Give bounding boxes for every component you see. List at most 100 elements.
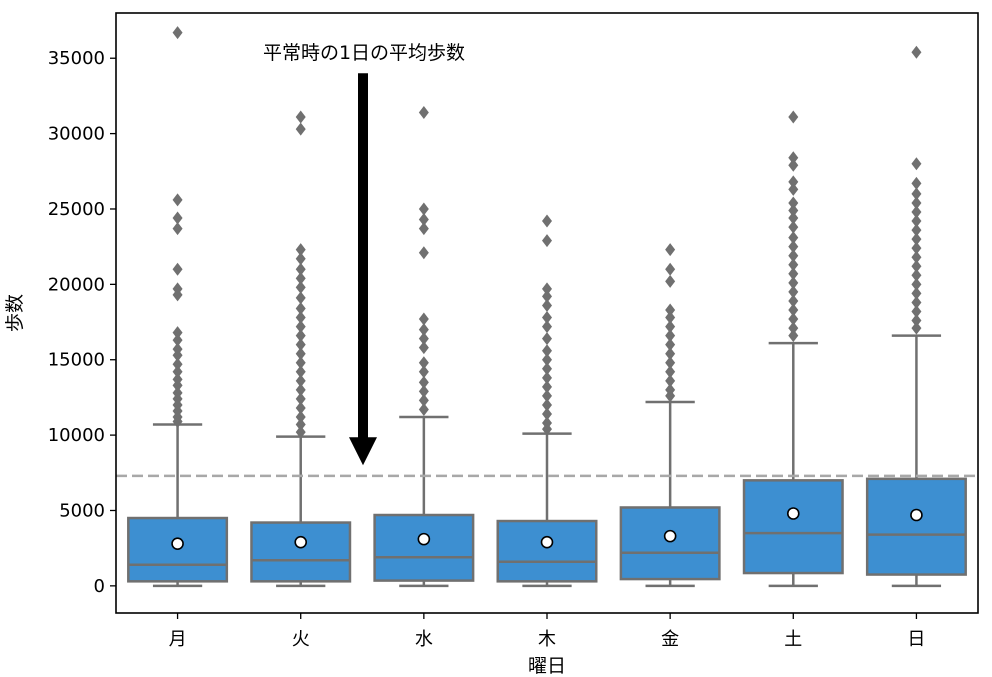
- plot-area: [116, 26, 978, 588]
- outlier-point: [172, 262, 183, 276]
- outlier-point: [542, 320, 552, 334]
- outlier-point: [172, 415, 183, 429]
- x-tick-label: 水: [415, 629, 433, 650]
- outlier-point: [665, 243, 676, 257]
- x-axis-label: 曜日: [528, 655, 566, 677]
- x-tick-label: 木: [538, 629, 556, 650]
- outlier-point: [295, 374, 306, 388]
- x-tick-label: 火: [292, 629, 310, 650]
- outlier-point: [295, 401, 306, 415]
- outlier-point: [295, 329, 306, 343]
- outlier-point: [542, 371, 552, 385]
- outlier-point: [542, 380, 552, 394]
- outlier-point: [665, 329, 676, 343]
- outlier-point: [418, 365, 429, 379]
- outlier-point: [788, 211, 799, 225]
- outlier-point: [542, 398, 552, 412]
- outlier-point: [295, 122, 306, 136]
- outlier-point: [542, 353, 552, 367]
- outlier-point: [665, 347, 676, 361]
- outlier-point: [172, 26, 183, 40]
- x-tick-label: 土: [784, 629, 802, 650]
- outlier-point: [295, 392, 306, 406]
- y-axis: 0 5000 10000 15000 20000 25000 30000 35000: [48, 48, 116, 597]
- outlier-point: [418, 375, 429, 389]
- outlier-point: [911, 187, 922, 201]
- outlier-point: [788, 231, 799, 245]
- outlier-point: [542, 234, 552, 248]
- box-iqr: [865, 477, 967, 576]
- outlier-point: [172, 348, 183, 362]
- outlier-point: [911, 268, 922, 282]
- outlier-point: [911, 277, 922, 291]
- outlier-point: [665, 262, 676, 276]
- mean-marker: [540, 535, 554, 549]
- outlier-point: [172, 365, 183, 379]
- outlier-point: [788, 303, 799, 317]
- outlier-point: [295, 262, 306, 276]
- outlier-point: [911, 250, 922, 264]
- box-iqr: [373, 513, 475, 582]
- outlier-point: [418, 246, 429, 260]
- outlier-point: [418, 213, 429, 227]
- y-tick-label: 25000: [48, 199, 105, 220]
- outlier-point: [911, 286, 922, 300]
- mean-marker: [910, 508, 923, 522]
- outlier-point: [542, 311, 552, 325]
- outlier-point: [911, 232, 922, 246]
- y-tick-label: 15000: [48, 350, 105, 371]
- outlier-point: [911, 304, 922, 318]
- outlier-point: [665, 320, 676, 334]
- outlier-point: [911, 223, 922, 237]
- x-axis: 月火水木金土日: [169, 613, 925, 650]
- x-tick-label: 日: [907, 629, 925, 650]
- outlier-point: [295, 347, 306, 361]
- y-tick-label: 5000: [59, 500, 105, 521]
- outlier-point: [788, 285, 799, 299]
- outlier-point: [295, 365, 306, 379]
- y-tick-label: 0: [94, 576, 105, 597]
- outlier-point: [542, 282, 552, 296]
- y-tick-label: 35000: [48, 48, 105, 69]
- outlier-point: [911, 214, 922, 228]
- outlier-point: [295, 271, 306, 285]
- outlier-point: [295, 356, 306, 370]
- outlier-point: [788, 276, 799, 290]
- outlier-point: [665, 374, 676, 388]
- outlier-point: [665, 311, 676, 325]
- outlier-point: [295, 301, 306, 315]
- outlier-point: [788, 249, 799, 263]
- outlier-point: [418, 222, 429, 236]
- outlier-point: [172, 193, 183, 207]
- outlier-point: [665, 365, 676, 379]
- outlier-point: [172, 326, 183, 340]
- outlier-point: [665, 338, 676, 352]
- outlier-point: [418, 393, 429, 407]
- outlier-point: [788, 329, 799, 343]
- outlier-point: [172, 357, 183, 371]
- outlier-point: [295, 383, 306, 397]
- box-iqr: [496, 519, 598, 583]
- outlier-point: [911, 196, 922, 210]
- y-tick-label: 20000: [48, 274, 105, 295]
- x-tick-label: 金: [661, 629, 679, 650]
- outlier-point: [542, 214, 552, 228]
- outlier-point: [418, 105, 429, 119]
- mean-marker: [663, 529, 677, 543]
- annotation-arrow: [349, 73, 377, 466]
- outlier-point: [295, 425, 306, 439]
- mean-marker: [786, 507, 800, 520]
- outlier-point: [788, 294, 799, 308]
- y-tick-label: 30000: [48, 124, 105, 145]
- y-tick-label: 10000: [48, 425, 105, 446]
- outlier-point: [665, 389, 676, 403]
- outlier-point: [788, 151, 799, 165]
- outlier-point: [172, 378, 183, 392]
- arrow-down-icon: [349, 73, 377, 466]
- outlier-point: [418, 402, 429, 416]
- outlier-point: [172, 211, 183, 225]
- outlier-point: [542, 344, 552, 358]
- outlier-point: [788, 175, 799, 189]
- outlier-point: [911, 321, 922, 335]
- outlier-point: [295, 243, 306, 257]
